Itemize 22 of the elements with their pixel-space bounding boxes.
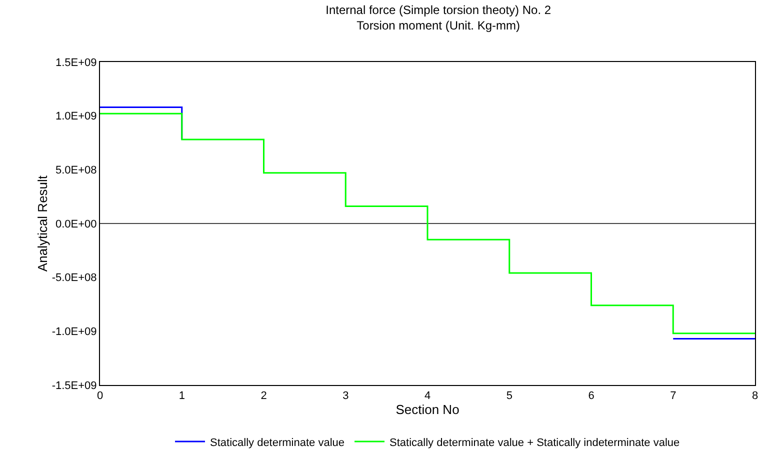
x-tick-label: 7 (670, 390, 676, 402)
x-tick-label: 1 (178, 390, 185, 402)
x-axis-title: Section No (396, 402, 460, 418)
y-tick-label: -1.5E+09 (52, 380, 97, 392)
x-tick-label: 4 (424, 390, 431, 402)
x-tick-label: 3 (342, 390, 349, 402)
x-tick-label: 2 (260, 390, 267, 402)
y-tick-label: 0.0E+00 (56, 218, 97, 230)
y-tick-label: -1.0E+09 (52, 326, 97, 338)
chart-title: Internal force (Simple torsion theoty) No. 2 (326, 3, 552, 18)
y-axis-title: Analytical Result (34, 175, 50, 272)
y-tick-label: -5.0E+08 (52, 272, 97, 284)
x-tick-label: 5 (506, 390, 512, 402)
legend-label: Statically determinate value + Statically indeterminate value (390, 436, 680, 449)
chart-subtitle: Torsion moment (Unit. Kg-mm) (356, 18, 520, 33)
x-tick-label: 0 (96, 390, 104, 402)
y-tick-label: 1.5E+09 (56, 56, 97, 69)
legend-label: Statically determinate value (210, 436, 345, 449)
y-tick-label: 5.0E+08 (56, 164, 97, 177)
x-tick-label: 6 (588, 390, 594, 402)
y-tick-label: 1.0E+09 (56, 110, 97, 123)
x-tick-label: 8 (752, 390, 758, 402)
